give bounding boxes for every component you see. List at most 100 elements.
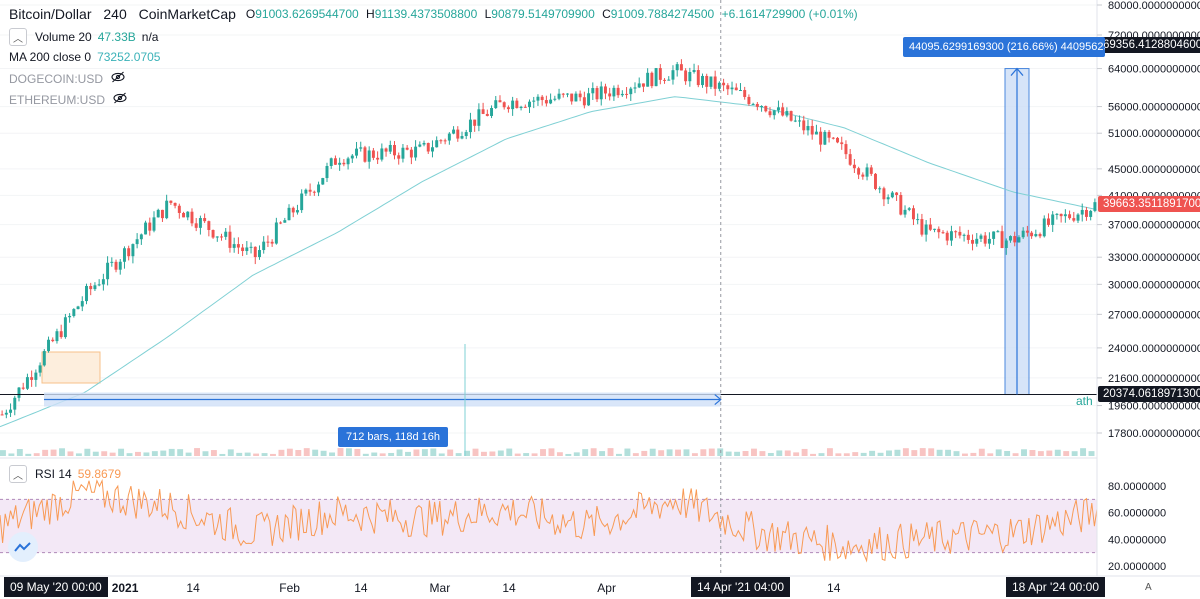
open-label: O bbox=[245, 7, 256, 21]
candle-body bbox=[1021, 230, 1025, 238]
volume-bar bbox=[405, 451, 411, 456]
volume-bar bbox=[641, 450, 648, 456]
volume-bar bbox=[329, 452, 336, 456]
volume-bar bbox=[447, 449, 454, 456]
candle-body bbox=[42, 351, 46, 366]
candle-body bbox=[1080, 209, 1084, 215]
rsi-label: RSI 14 bbox=[35, 467, 72, 481]
candle-body bbox=[603, 86, 607, 94]
candle-body bbox=[789, 111, 793, 121]
rsi-axis[interactable]: 80.0000000 60.0000000 40.0000000 20.0000000 bbox=[1108, 481, 1166, 573]
candle-body bbox=[1047, 218, 1050, 225]
candle-body bbox=[540, 96, 544, 101]
candle-body bbox=[722, 82, 726, 86]
candle-body bbox=[743, 90, 747, 97]
eye-off-icon[interactable] bbox=[113, 92, 127, 107]
candle-body bbox=[836, 137, 839, 143]
volume-bar bbox=[632, 453, 639, 456]
close-label: C bbox=[602, 7, 611, 21]
volume-bar bbox=[675, 449, 681, 456]
candle-body bbox=[4, 412, 8, 415]
candle-body bbox=[831, 137, 835, 139]
candle-body bbox=[127, 248, 131, 257]
rsi-legend[interactable]: ︿ RSI 14 59.8679 bbox=[9, 465, 121, 483]
horizontal-measure-label[interactable]: 712 bars, 118d 16h bbox=[338, 427, 448, 447]
logo-icon bbox=[14, 542, 31, 552]
volume-bar bbox=[961, 453, 968, 456]
price-axis[interactable]: 80000.000000000072000.000000000064000.00… bbox=[1097, 0, 1200, 440]
volume-bar bbox=[565, 453, 572, 456]
time-tick-label: Mar bbox=[430, 581, 451, 595]
candle-body bbox=[47, 339, 50, 352]
horizontal-measure[interactable] bbox=[44, 392, 722, 407]
volume-bar bbox=[413, 449, 420, 456]
volume-bar bbox=[945, 449, 952, 456]
volume-bar bbox=[396, 449, 403, 456]
vertical-measure-label[interactable]: 44095.6299169300 (216.66%) 44095629 bbox=[903, 37, 1105, 57]
candle-body bbox=[954, 231, 958, 233]
candle-body bbox=[637, 83, 641, 88]
candle-body bbox=[958, 231, 962, 236]
rsi-tick-label: 80.0000000 bbox=[1108, 481, 1166, 493]
volume-bar bbox=[1088, 451, 1095, 456]
candle-body bbox=[776, 107, 780, 111]
candle-body bbox=[270, 241, 274, 244]
volume-bar bbox=[1037, 451, 1044, 456]
candle-body bbox=[911, 208, 915, 220]
vertical-measure-arrowhead bbox=[1010, 67, 1024, 76]
tradingview-logo[interactable] bbox=[8, 532, 38, 562]
volume-bar bbox=[236, 452, 243, 456]
volume-bar bbox=[270, 453, 276, 456]
candle-body bbox=[844, 144, 848, 155]
volume-bar bbox=[708, 448, 715, 456]
candle-body bbox=[80, 301, 84, 307]
candle-body bbox=[93, 285, 97, 290]
collapse-rsi-button[interactable]: ︿ bbox=[9, 465, 27, 483]
volume-bar bbox=[278, 449, 285, 456]
volume-bar bbox=[649, 448, 656, 456]
candle-body bbox=[384, 148, 388, 152]
source-label: CoinMarketCap bbox=[138, 6, 236, 22]
symbol-title[interactable]: Bitcoin/Dollar 240 CoinMarketCap bbox=[9, 6, 236, 22]
auto-scale-button[interactable]: A bbox=[1145, 582, 1152, 593]
time-tick-label: 14 bbox=[186, 581, 200, 595]
volume-bar bbox=[202, 451, 209, 456]
volume-legend[interactable]: ︿ Volume 20 47.33B n/a bbox=[9, 28, 158, 46]
candle-body bbox=[895, 192, 899, 196]
ma-legend[interactable]: MA 200 close 0 73252.0705 bbox=[9, 50, 160, 64]
volume-bar bbox=[497, 450, 504, 456]
volume-bar bbox=[987, 453, 994, 456]
volume-bar bbox=[995, 449, 1002, 456]
candle-body bbox=[160, 209, 164, 219]
candle-body bbox=[211, 229, 215, 238]
candle-body bbox=[679, 64, 683, 71]
candle-body bbox=[840, 142, 844, 145]
dogecoin-legend[interactable]: DOGECOIN:USD bbox=[9, 71, 125, 86]
volume-bar bbox=[793, 452, 800, 456]
volume-bar bbox=[472, 448, 479, 456]
volume-bar bbox=[717, 448, 724, 456]
candle-body bbox=[599, 86, 603, 100]
time-tick-label: 14 bbox=[827, 581, 841, 595]
ethereum-legend[interactable]: ETHEREUM:USD bbox=[9, 92, 127, 107]
volume-bar bbox=[438, 453, 445, 456]
collapse-indicators-button[interactable]: ︿ bbox=[9, 28, 27, 46]
candle-body bbox=[468, 119, 472, 133]
candle-body bbox=[730, 87, 734, 90]
candle-body bbox=[1004, 240, 1008, 249]
symbol-legend[interactable]: Bitcoin/Dollar 240 CoinMarketCap O91003.… bbox=[9, 6, 862, 22]
volume-bar bbox=[658, 450, 665, 456]
volume-bar bbox=[953, 451, 960, 456]
candle-body bbox=[177, 205, 181, 213]
eye-off-icon[interactable] bbox=[111, 71, 125, 86]
low-label: L bbox=[484, 7, 492, 21]
candle-body bbox=[903, 209, 907, 215]
candle-body bbox=[1000, 231, 1004, 249]
candle-body bbox=[21, 387, 25, 389]
candle-body bbox=[848, 154, 852, 165]
candle-body bbox=[262, 241, 266, 251]
candle-body bbox=[63, 317, 67, 338]
candle-body bbox=[350, 155, 354, 159]
candle-body bbox=[274, 222, 278, 244]
